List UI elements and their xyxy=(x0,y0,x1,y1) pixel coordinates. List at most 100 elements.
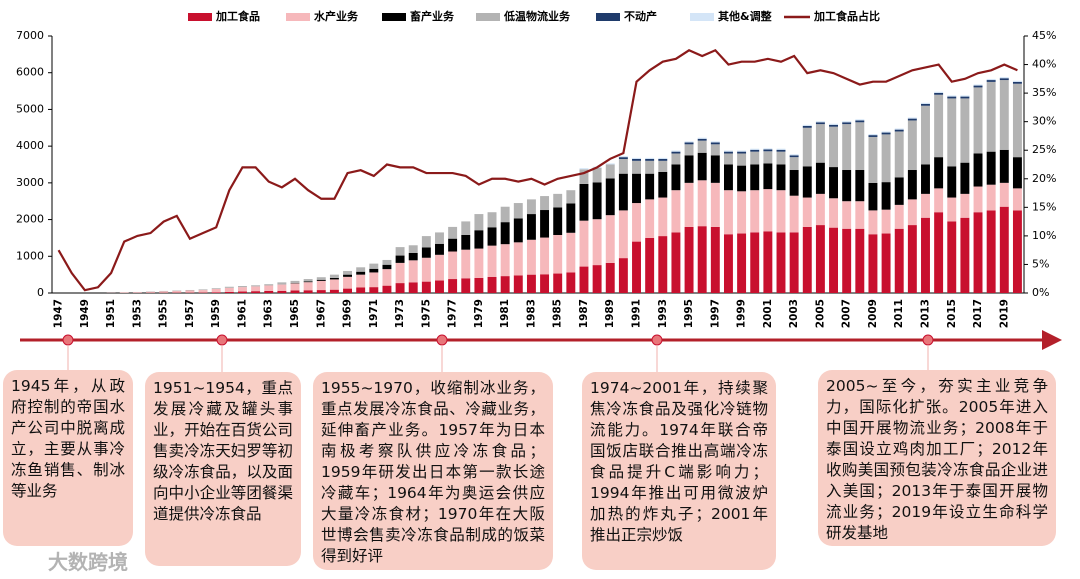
bar-segment xyxy=(146,291,155,293)
bar-segment xyxy=(815,225,825,293)
timeline-dot xyxy=(922,334,934,346)
bar-segment xyxy=(737,165,747,192)
bar-segment xyxy=(513,275,523,293)
bar-segment xyxy=(671,190,681,233)
bar-segment xyxy=(540,210,550,238)
bar-segment xyxy=(435,232,444,244)
bar-segment xyxy=(277,282,287,285)
bar-segment xyxy=(960,162,970,194)
bar-segment xyxy=(789,154,799,156)
bar-segment xyxy=(881,131,891,133)
x-tick-label: 1995 xyxy=(683,299,695,328)
bar-segment xyxy=(316,290,326,293)
bar-segment xyxy=(776,164,786,191)
x-tick-label: 2005 xyxy=(814,299,826,328)
bar-segment xyxy=(605,164,615,179)
bar-segment xyxy=(395,262,405,284)
bar-segment xyxy=(592,219,602,266)
bar-segment xyxy=(776,149,786,152)
bar-segment xyxy=(855,228,865,293)
bar-segment xyxy=(132,292,142,293)
bar-segment xyxy=(369,268,379,273)
bar-segment xyxy=(750,190,760,233)
bar-segment xyxy=(448,226,458,239)
bar-segment xyxy=(907,199,917,226)
y2-tick-label: 20% xyxy=(1032,172,1056,185)
bar-segment xyxy=(435,243,444,255)
bar-segment xyxy=(855,201,865,229)
x-tick-label: 1949 xyxy=(79,299,91,328)
timeline-arrow xyxy=(1042,330,1062,350)
bar-segment xyxy=(815,124,825,163)
bar-segment xyxy=(986,151,996,185)
bar-segment xyxy=(881,182,891,210)
bar-segment xyxy=(369,272,379,288)
bar-segment xyxy=(829,124,839,127)
bar-segment xyxy=(723,153,733,165)
bar-segment xyxy=(605,262,615,293)
bar-segment xyxy=(684,182,694,227)
event-box: 1955~1970，收缩制冰业务，重点发展冷冻食品、冷藏业务，延伸畜产业务。19… xyxy=(313,372,553,570)
bar-segment xyxy=(868,135,878,137)
x-tick-label: 2015 xyxy=(946,299,958,328)
bar-segment xyxy=(526,214,536,240)
bar-segment xyxy=(605,215,615,263)
bar-segment xyxy=(1012,81,1022,84)
legend-label: 不动产 xyxy=(624,9,657,23)
bar-segment xyxy=(408,282,418,293)
bar-segment xyxy=(737,153,747,166)
bar-segment xyxy=(224,286,234,288)
bar-segment xyxy=(645,157,655,159)
timeline-connectors xyxy=(67,345,929,372)
bar-segment xyxy=(973,153,983,187)
bar-segment xyxy=(697,137,707,139)
bar-segment xyxy=(159,291,169,293)
bar-segment xyxy=(382,269,392,286)
x-tick-label: 1961 xyxy=(236,299,248,328)
x-tick-label: 1963 xyxy=(263,299,275,328)
bar-segment xyxy=(868,234,878,293)
legend-swatch xyxy=(188,13,212,21)
x-tick-label: 2003 xyxy=(788,299,800,328)
bar-segment xyxy=(750,149,760,152)
bar-segment xyxy=(290,290,300,293)
legend-swatch xyxy=(596,13,620,21)
bar-segment xyxy=(763,151,773,164)
bar-segment xyxy=(999,206,1009,293)
bar-segment xyxy=(934,91,944,93)
bar-segment xyxy=(224,287,234,292)
bar-segment xyxy=(461,249,471,279)
bar-segment xyxy=(658,157,668,159)
bar-segment xyxy=(842,122,852,125)
y2-tick-label: 25% xyxy=(1032,143,1056,156)
bar-segment xyxy=(999,182,1009,207)
bar-segment xyxy=(566,272,576,293)
bar-segment xyxy=(658,158,668,161)
bar-segment xyxy=(868,182,878,211)
bar-segment xyxy=(776,148,786,150)
bar-segment xyxy=(947,96,957,99)
bar-segment xyxy=(540,237,550,275)
bar-segment xyxy=(737,150,747,152)
bar-segment xyxy=(947,166,957,198)
x-tick-label: 1965 xyxy=(289,299,301,328)
bar-segment xyxy=(894,131,904,178)
x-tick-label: 2001 xyxy=(762,299,774,328)
y-tick-label: 5000 xyxy=(16,102,44,115)
bar-segment xyxy=(474,277,484,293)
x-tick-label: 1967 xyxy=(315,299,327,328)
bar-segment xyxy=(513,203,523,219)
bar-segment xyxy=(881,132,891,135)
bar-segment xyxy=(645,173,655,200)
bar-segment xyxy=(842,201,852,229)
bar-segment xyxy=(960,95,970,97)
bar-segment xyxy=(907,170,917,200)
bar-segment xyxy=(592,167,602,183)
bar-segment xyxy=(251,285,261,287)
x-tick-label: 1983 xyxy=(525,299,537,328)
bar-segment xyxy=(448,238,458,252)
bar-segment xyxy=(723,150,733,152)
bar-segment xyxy=(802,226,812,293)
x-tick-label: 1957 xyxy=(184,299,196,328)
